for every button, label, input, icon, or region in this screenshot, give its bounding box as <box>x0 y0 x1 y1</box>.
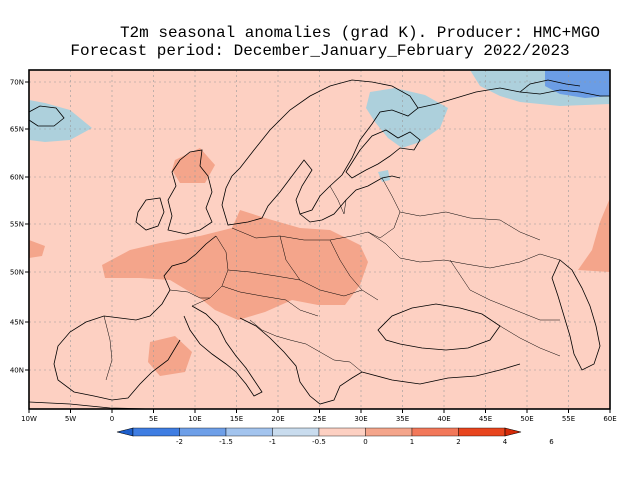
lon-tick-label: 5E <box>149 415 158 423</box>
anomaly-region-west-edge <box>29 240 45 258</box>
lon-tick-label: 60E <box>603 415 616 423</box>
anomaly-fields <box>29 70 610 376</box>
lon-tick-label: 55E <box>562 415 575 423</box>
legend-swatch <box>116 427 134 437</box>
lon-tick-label: 20E <box>271 415 284 423</box>
lon-tick-label: 30E <box>354 415 367 423</box>
legend-swatch <box>132 427 180 437</box>
borders <box>103 177 561 381</box>
legend-swatch <box>272 427 320 437</box>
lon-tick-label: 25E <box>313 415 326 423</box>
coastlines <box>29 79 610 409</box>
legend-swatch <box>318 427 366 437</box>
legend-swatch <box>504 427 522 437</box>
lat-tick-label: 70N <box>10 79 24 87</box>
lon-tick-label: 5W <box>65 415 76 423</box>
legend-label: 6 <box>549 438 554 446</box>
legend-label: 2 <box>456 438 460 446</box>
legend-label: 1 <box>410 438 414 446</box>
legend-label: -0.5 <box>312 438 326 446</box>
lat-tick-label: 45N <box>10 319 24 327</box>
legend-label: -2 <box>176 438 183 446</box>
legend-swatch <box>365 427 413 437</box>
lon-tick-label: 50E <box>520 415 533 423</box>
map-title-line-2: Forecast period: December_January_Februa… <box>70 42 570 60</box>
anomaly-region-britain <box>172 148 215 183</box>
colorbar-legend: -2 -1.5 -1 -0.5 0 1 2 4 6 <box>116 427 554 446</box>
legend-label: -1.5 <box>219 438 233 446</box>
legend-label: 4 <box>503 438 508 446</box>
anomaly-region-east-edge <box>578 198 610 272</box>
lat-tick-label: 60N <box>10 174 24 182</box>
anomaly-region-barents-cold <box>545 70 610 98</box>
legend-swatch <box>458 427 506 437</box>
graticule <box>29 70 610 409</box>
legend-swatch <box>179 427 227 437</box>
anomaly-region-central-europe <box>102 210 368 320</box>
anomaly-region-kola <box>366 88 448 148</box>
lat-tick-label: 65N <box>10 126 24 134</box>
lat-tick-label: 50N <box>10 269 24 277</box>
lon-tick-label: 15E <box>230 415 243 423</box>
lon-tick-label: 40E <box>437 415 450 423</box>
legend-swatch <box>225 427 273 437</box>
lon-tick-label: 10W <box>21 415 37 423</box>
legend-swatch <box>411 427 459 437</box>
lon-tick-label: 45E <box>479 415 492 423</box>
latitude-axis: 70N 65N 60N 55N 50N 45N 40N <box>10 79 29 375</box>
lat-tick-label: 55N <box>10 221 24 229</box>
lon-tick-label: 35E <box>396 415 409 423</box>
lon-tick-label: 10E <box>188 415 201 423</box>
lat-tick-label: 40N <box>10 367 24 375</box>
legend-label: 0 <box>363 438 367 446</box>
lon-tick-label: 0 <box>110 415 114 423</box>
longitude-axis: 10W 5W 0 5E 10E 15E 20E 25E 30E 35E 40E 45E 50E 55E 60… <box>21 409 617 423</box>
legend-label: -1 <box>269 438 276 446</box>
map-title-line-1: T2m seasonal anomalies (grad K). Produce… <box>119 24 601 42</box>
